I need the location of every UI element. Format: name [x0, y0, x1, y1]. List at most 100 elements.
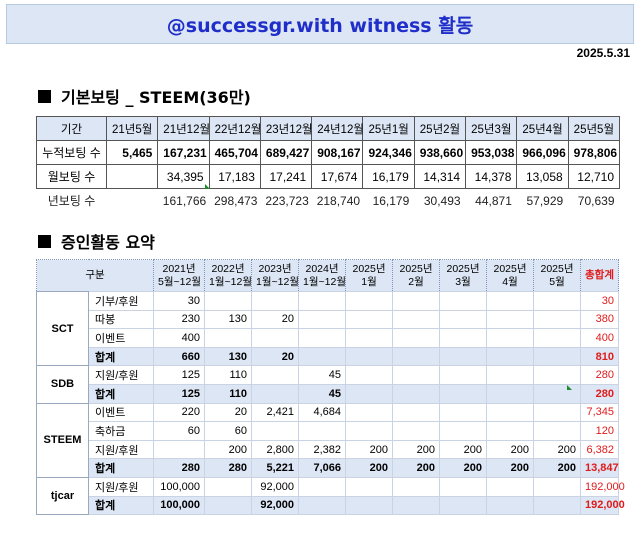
table-cell: [345, 476, 394, 497]
row-label: 합계: [87, 346, 155, 367]
table-cell: [298, 328, 347, 348]
table-cell: [107, 189, 158, 213]
table-cell: 12,710: [567, 164, 621, 189]
table-cell: [251, 365, 300, 385]
table-cell: 465,704: [208, 140, 261, 165]
table-cell: [392, 383, 441, 404]
table-row: SDB 지원/후원 125 110 45 280: [36, 365, 620, 404]
table-cell: 125: [153, 383, 206, 404]
period-column-header: 2025년 2월: [392, 259, 441, 292]
row-label: 이벤트: [87, 328, 155, 348]
table-cell: 125: [153, 365, 206, 385]
row-label: 누적보팅 수: [36, 140, 107, 165]
section-title-witness-summary: 증인활동 요약: [38, 229, 155, 253]
table-cell: [533, 495, 582, 516]
table-cell: 938,660: [413, 140, 467, 165]
basic-voting-table: 기간 21년5월 21년12월 22년12월 23년12월 24년12월 25년1월 25년2…: [36, 116, 621, 213]
table-header-row: 구분 2021년 5월~12월 2022년 1월~12월 2023년 1월~12월 2024년…: [35, 259, 620, 292]
table-cell: 660: [153, 346, 206, 367]
table-cell: 966,096: [516, 140, 569, 165]
period-column-header: 2024년 1월~12월: [298, 259, 347, 292]
table-cell: 34,395: [157, 164, 210, 189]
table-cell: [392, 495, 441, 516]
table-cell: 17,183: [208, 164, 261, 189]
table-cell: [533, 346, 582, 367]
table-cell: [153, 439, 206, 460]
table-cell: 400: [153, 328, 206, 348]
table-cell: [533, 291, 582, 311]
period-column-header: 25년4월: [516, 116, 569, 141]
period-column-header: 21년5월: [105, 116, 159, 141]
table-header-row: 기간 21년5월 21년12월 22년12월 23년12월 24년12월 25년1월 25년2…: [36, 116, 621, 141]
grand-total-header: 총합계: [580, 259, 620, 292]
table-cell: 5,221: [251, 458, 300, 478]
table-row: STEEM 이벤트 220 20 2,421 4,684 7,345: [36, 402, 620, 478]
table-cell: 7,066: [298, 458, 347, 478]
section1-title-text: 기본보팅 _ STEEM(36만): [61, 88, 251, 107]
table-cell: [298, 476, 347, 497]
table-cell: [204, 476, 253, 497]
table-cell: 20: [251, 309, 300, 330]
table-row: SCT 기부/후원 30 30: [36, 290, 620, 367]
row-label: 따봉: [87, 309, 155, 330]
subtotal-row: 합계 280 280 5,221 7,066 200 200 200 200 200 13,847: [37, 458, 620, 478]
table-cell: [392, 421, 441, 441]
table-cell: 200: [204, 439, 253, 460]
period-column-header: 2022년 1월~12월: [204, 259, 253, 292]
table-row: 지원/후원 200 2,800 2,382 200 200 200 200 200 6,382: [37, 439, 620, 460]
period-column-header: 22년12월: [208, 116, 261, 141]
table-cell: 200: [392, 458, 441, 478]
table-cell: [298, 346, 347, 367]
table-cell: 60: [204, 421, 253, 441]
table-cell: [392, 402, 441, 423]
row-total-cell: 30: [580, 291, 620, 311]
table-cell: 230: [153, 309, 206, 330]
table-cell: [533, 309, 582, 330]
group-label: tjcar: [36, 476, 89, 516]
table-cell: [533, 476, 582, 497]
table-cell: 2,800: [251, 439, 300, 460]
table-cell: [533, 421, 582, 441]
period-column-header: 21년12월: [157, 116, 210, 141]
table-cell: 953,038: [465, 140, 518, 165]
table-cell: 200: [486, 439, 535, 460]
period-column-header: 2025년 3월: [439, 259, 488, 292]
row-total-cell: 810: [580, 346, 620, 367]
table-cell: [345, 402, 394, 423]
table-cell: 161,766: [162, 193, 207, 208]
row-label: 년보팅 수: [47, 194, 96, 209]
row-label: 합계: [87, 458, 155, 478]
cell-comment-marker: [567, 385, 572, 390]
subtotal-row: 합계 660 130 20 810: [37, 346, 620, 367]
table-cell: [298, 421, 347, 441]
table-cell: [486, 328, 535, 348]
table-cell: 924,346: [362, 140, 415, 165]
period-column-header: 2025년 1월: [345, 259, 394, 292]
table-row: 이벤트 400 400: [37, 328, 620, 348]
table-cell: 200: [439, 439, 488, 460]
table-cell: [345, 495, 394, 516]
table-cell: [439, 495, 488, 516]
table-cell: 2,421: [251, 402, 300, 423]
table-cell: [392, 291, 441, 311]
period-column-header: 25년1월: [362, 116, 415, 141]
table-cell: 16,179: [372, 193, 410, 208]
period-column-header: 2023년 1월~12월: [251, 259, 300, 292]
row-label: 이벤트: [87, 402, 155, 423]
row-total-cell: 6,382: [580, 439, 620, 460]
subtotal-row: 합계 100,000 92,000 192,000: [37, 495, 625, 516]
table-cell: [439, 402, 488, 423]
table-cell: 30,493: [423, 193, 461, 208]
row-label: 합계: [87, 383, 155, 404]
table-cell: 5,465: [105, 140, 159, 165]
table-cell: [486, 309, 535, 330]
table-cell: 100,000: [153, 495, 206, 516]
table-cell: 167,231: [157, 140, 210, 165]
table-cell: [345, 309, 394, 330]
table-row: 누적보팅 수 5,465 167,231 465,704 689,427 908,167 9…: [36, 140, 621, 165]
table-row: 월보팅 수 34,395 17,183 17,241 17,674 16,179 14,31…: [36, 164, 621, 189]
row-total-cell: 280: [580, 383, 620, 404]
table-cell: 45: [298, 383, 347, 404]
row-label: 지원/후원: [87, 365, 155, 385]
period-column-header: 23년12월: [259, 116, 313, 141]
